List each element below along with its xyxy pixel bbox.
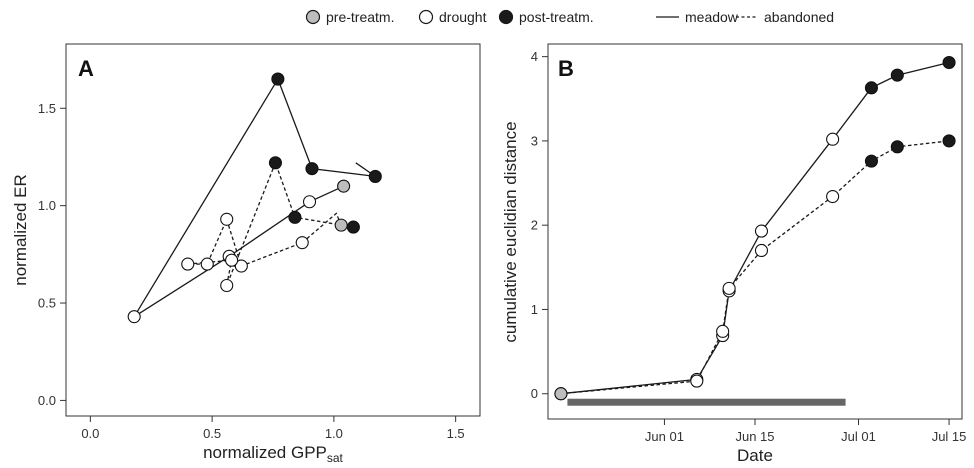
data-point-abandoned-pre-b-0 — [554, 387, 568, 401]
data-point-meadow-post-a-6 — [368, 169, 382, 183]
data-point-meadow-drought-a-3 — [127, 310, 141, 324]
legend-marker-post — [498, 9, 514, 25]
x-tick-label-a-2: 1.0 — [325, 426, 343, 441]
y-tick-label-b-0: 0 — [531, 386, 538, 401]
data-point-abandoned-drought-b-4 — [754, 243, 769, 258]
series-line-abandoned-a — [187, 160, 354, 286]
data-point-abandoned-drought-a-3 — [234, 259, 248, 273]
data-point-abandoned-post-b-7 — [890, 140, 904, 154]
data-point-meadow-drought-b-5 — [826, 132, 840, 146]
y-axis-label-b: cumulative euclidian distance — [501, 121, 520, 342]
x-axis-label-a-main: normalized GPP — [203, 443, 327, 462]
x-tick-label-a-1: 0.5 — [203, 426, 221, 441]
data-point-meadow-post-b-6 — [864, 81, 878, 95]
legend-marker-drought — [418, 9, 434, 25]
chart-panel-a: A normalized ER normalized GPPsat 0.0 0.5… — [11, 43, 481, 465]
data-point-meadow-post-a-4 — [271, 72, 285, 86]
data-point-abandoned-drought-a-2 — [295, 236, 309, 250]
data-point-abandoned-post-a-9 — [268, 156, 282, 170]
chart-panel-b: B cumulative euclidian distance Date Jun… — [501, 43, 967, 465]
data-point-meadow-post-b-8 — [942, 55, 956, 70]
data-point-abandoned-post-a-10 — [288, 210, 302, 224]
data-point-abandoned-drought-b-1 — [690, 374, 704, 388]
x-tick-label-b-2: Jul 01 — [841, 429, 876, 444]
data-point-meadow-drought-b-4 — [754, 224, 769, 238]
data-point-abandoned-drought-b-2 — [716, 324, 730, 338]
panel-label-b: B — [558, 56, 574, 81]
y-tick-label-b-2: 2 — [531, 218, 538, 233]
y-tick-label-b-4: 4 — [531, 49, 538, 64]
data-point-abandoned-drought-b-5 — [826, 189, 840, 204]
data-point-abandoned-drought-a-6 — [181, 257, 195, 271]
legend: pre-treatm. drought post-treatm. meadow … — [305, 9, 834, 25]
legend-label-abandoned: abandoned — [764, 9, 834, 25]
panel-label-a: A — [78, 56, 94, 81]
y-axis-label-a: normalized ER — [11, 174, 30, 286]
x-axis-label-a: normalized GPPsat — [203, 443, 343, 465]
legend-label-meadow: meadow — [685, 9, 739, 25]
series-line-abandoned-b — [560, 140, 950, 395]
data-point-meadow-post-a-5 — [305, 162, 319, 176]
data-point-abandoned-drought-a-4 — [220, 212, 234, 226]
plot-frame-a — [65, 43, 481, 417]
y-tick-label-a-1: 0.5 — [38, 296, 56, 311]
x-axis-label-b: Date — [737, 446, 773, 465]
series-line-meadow-b — [560, 61, 950, 395]
x-tick-label-b-3: Jul 15 — [932, 429, 967, 444]
data-point-abandoned-drought-a-8 — [220, 278, 234, 293]
data-point-meadow-pre-a-0 — [337, 179, 351, 193]
data-point-meadow-post-b-7 — [890, 68, 904, 82]
y-tick-label-a-2: 1.0 — [38, 198, 56, 213]
legend-label-post: post-treatm. — [519, 9, 594, 25]
data-point-meadow-drought-a-1 — [302, 195, 317, 209]
data-point-abandoned-post-b-8 — [942, 134, 956, 148]
y-tick-label-b-1: 1 — [531, 302, 538, 317]
x-tick-label-a-3: 1.5 — [447, 426, 465, 441]
x-axis-label-a-sub: sat — [327, 451, 344, 465]
x-tick-label-b-0: Jun 01 — [645, 429, 684, 444]
y-tick-label-b-3: 3 — [531, 133, 538, 148]
y-tick-label-a-3: 1.5 — [38, 101, 56, 116]
x-tick-label-a-0: 0.0 — [81, 426, 99, 441]
legend-label-pre: pre-treatm. — [326, 9, 394, 25]
data-point-abandoned-drought-b-3 — [722, 281, 736, 295]
data-point-abandoned-pre-a-0 — [334, 218, 348, 232]
drought-period-bar — [567, 398, 846, 406]
legend-label-drought: drought — [439, 9, 487, 25]
series-line-meadow-a — [133, 77, 376, 318]
legend-marker-pre — [305, 9, 321, 25]
x-tick-label-b-1: Jun 15 — [735, 429, 774, 444]
data-point-abandoned-drought-a-7 — [225, 253, 239, 267]
data-point-abandoned-drought-a-5 — [200, 257, 214, 271]
y-tick-label-a-0: 0.0 — [38, 393, 56, 408]
data-point-abandoned-post-a-11 — [346, 220, 360, 234]
data-point-abandoned-post-b-6 — [864, 154, 878, 168]
